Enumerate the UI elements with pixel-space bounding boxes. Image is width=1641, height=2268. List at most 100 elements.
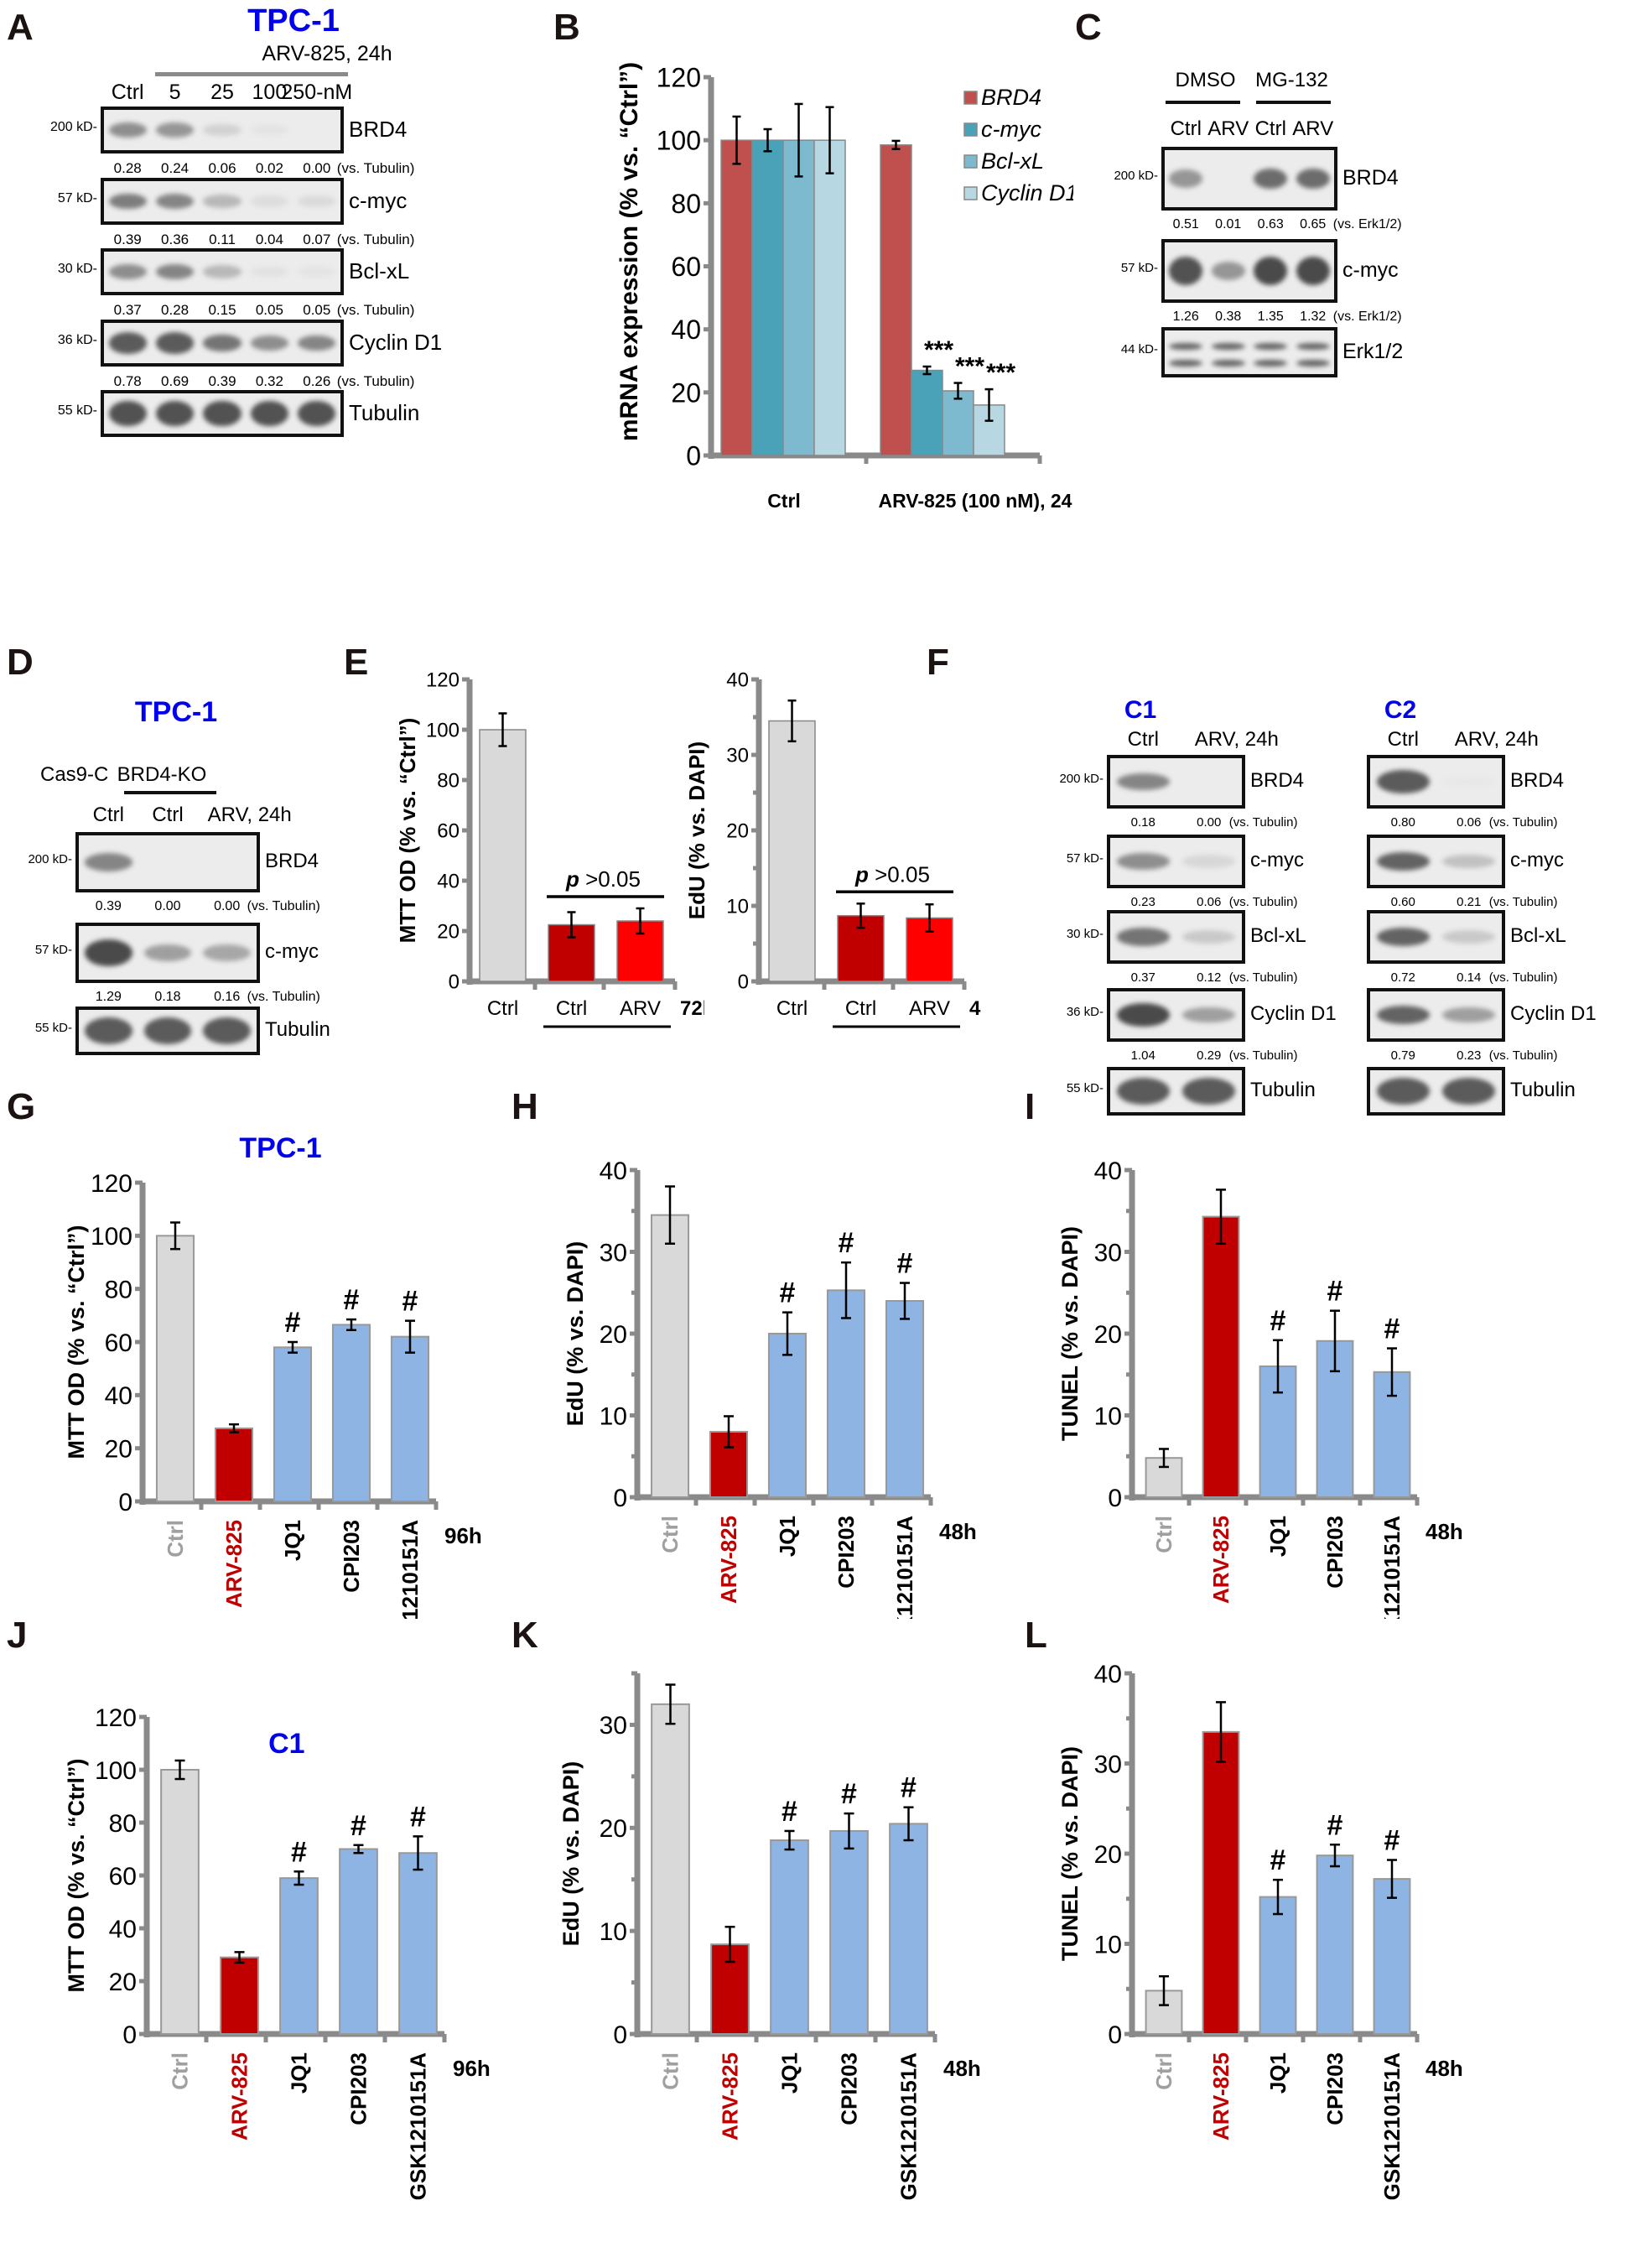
- quantification-value: 0.18: [1130, 815, 1155, 830]
- protein-label: Tubulin: [349, 399, 420, 425]
- blot-tubulin: [1367, 1067, 1505, 1116]
- y-tick-label: 60: [671, 252, 701, 282]
- x-category-label: GSK1210151A: [397, 1520, 423, 1619]
- y-tick-label: 40: [671, 315, 701, 345]
- protein-band: [250, 195, 288, 207]
- quantification-value: 0.21: [1457, 895, 1482, 909]
- panel-h-chart: 0 10 20 30 40 EdU (% vs. DAPI) Ctrl ARV-825 # JQ1…: [563, 1157, 977, 1619]
- blot-cyclin-d1: [1367, 988, 1505, 1042]
- quantification-reference: (vs. Tubulin): [336, 160, 415, 176]
- group-bracket-dmso: [1166, 101, 1240, 104]
- x-category-label: Ctrl: [767, 490, 801, 512]
- protein-band-lower: [1211, 359, 1245, 367]
- protein-band-lower: [1296, 359, 1330, 367]
- protein-band: [156, 332, 195, 354]
- significance-marker: #: [901, 1772, 917, 1804]
- protein-band: [1254, 343, 1288, 351]
- bar-ctrl: [479, 729, 527, 982]
- y-tick-label: 20: [437, 921, 460, 944]
- blot-brd4: [1107, 755, 1245, 809]
- quantification-value: 0.28: [161, 302, 190, 318]
- panel-g-chart: 0 20 40 60 80 100 120 MTT OD (% vs. “Ctrl”) TPC-…: [64, 1132, 482, 1619]
- lane-label: 250-nM: [281, 81, 353, 104]
- quantification-reference: (vs. Tubulin): [336, 302, 415, 318]
- protein-band: [203, 944, 251, 961]
- legend-swatch: [963, 154, 978, 169]
- protein-band: [298, 335, 336, 351]
- protein-band: [1376, 927, 1430, 947]
- protein-label: BRD4: [349, 116, 408, 142]
- significance-marker: #: [285, 1307, 301, 1339]
- quantification-value: 1.32: [1300, 310, 1327, 324]
- time-label: 96h: [444, 1523, 482, 1548]
- quantification-value: 0.37: [113, 302, 142, 318]
- group-label-mg132: MG-132: [1255, 69, 1328, 91]
- lane-label: 25: [210, 81, 234, 104]
- protein-label: BRD4: [1342, 165, 1399, 190]
- quantification-value: 0.23: [1457, 1048, 1482, 1063]
- legend-label: Cyclin D1: [981, 180, 1073, 205]
- protein-label: Tubulin: [1510, 1079, 1576, 1102]
- quantification-value: 0.23: [1130, 895, 1155, 909]
- x-category-label: Ctrl: [168, 2052, 193, 2090]
- protein-band: [108, 193, 147, 210]
- significance-marker: #: [782, 1796, 797, 1828]
- significance-marker: ***: [955, 353, 984, 381]
- y-tick-label: 120: [91, 1170, 132, 1198]
- protein-band: [143, 944, 192, 962]
- y-tick-label: 10: [1094, 1402, 1122, 1430]
- x-category-label: ARV-825: [1208, 2052, 1233, 2141]
- quantification-reference: (vs. Erk1/2): [1332, 310, 1402, 324]
- molecular-weight-marker: 200 kD-: [49, 120, 97, 134]
- y-tick-label: 30: [600, 1712, 627, 1740]
- protein-band: [85, 939, 132, 967]
- protein-band-lower: [1254, 359, 1288, 367]
- bar-arv-825: [214, 1427, 254, 1502]
- quantification-value: 0.01: [1215, 217, 1242, 231]
- bar-c-myc: [911, 369, 943, 456]
- protein-label: Bcl-xL: [1510, 924, 1566, 948]
- molecular-weight-marker: 36 kD-: [57, 333, 97, 347]
- panel-label-f: F: [927, 642, 949, 683]
- quantification-reference: (vs. Tubulin): [336, 231, 415, 247]
- bar-gsk1210151a: [1373, 1878, 1411, 2035]
- treatment-bracket: [155, 72, 348, 76]
- significance-marker: ***: [986, 359, 1015, 387]
- quantification-value: 0.16: [214, 990, 241, 1004]
- molecular-weight-marker: 57 kD-: [57, 191, 97, 205]
- bar-jq1: [279, 1877, 319, 2035]
- p-threshold: >0.05: [869, 861, 930, 887]
- y-tick-label: 0: [613, 2021, 627, 2049]
- quantification-value: 0.02: [255, 160, 283, 176]
- cell-line-title: TPC-1: [134, 696, 218, 728]
- x-category-label: Ctrl: [163, 1520, 188, 1558]
- quantification-value: 0.29: [1197, 1048, 1222, 1063]
- quantification-reference: (vs. Tubulin): [1488, 1048, 1558, 1063]
- quantification-value: 0.28: [113, 160, 142, 176]
- protein-band: [250, 336, 288, 351]
- protein-label: Bcl-xL: [349, 257, 410, 284]
- bar-arv-825: [1202, 1730, 1240, 2035]
- protein-band: [1296, 343, 1330, 351]
- quantification-reference: (vs. Tubulin): [1488, 815, 1558, 830]
- molecular-weight-marker: 200 kD-: [1059, 772, 1104, 786]
- quantification-value: 0.60: [1390, 895, 1415, 909]
- protein-band: [1376, 769, 1430, 794]
- quantification-value: 0.05: [303, 302, 331, 318]
- quantification-value: 0.51: [1172, 217, 1199, 231]
- panel-label-d: D: [7, 642, 34, 683]
- bar-ctrl: [160, 1769, 200, 2035]
- blot-c-myc: [1367, 835, 1505, 888]
- y-tick-label: 100: [91, 1223, 132, 1251]
- protein-label: Tubulin: [1250, 1079, 1316, 1102]
- quantification-value: 0.37: [1130, 970, 1155, 985]
- quantification-value: 0.04: [255, 231, 283, 247]
- significance-marker: ***: [924, 336, 953, 364]
- y-tick-label: 0: [449, 971, 460, 994]
- lane-label: Ctrl: [1127, 728, 1159, 751]
- protein-label: Tubulin: [265, 1018, 330, 1042]
- x-category-label: GSK1210151A: [1379, 1516, 1405, 1619]
- significance-marker: #: [897, 1248, 913, 1280]
- quantification-value: 0.36: [161, 231, 190, 247]
- blot-tubulin: [75, 1007, 260, 1055]
